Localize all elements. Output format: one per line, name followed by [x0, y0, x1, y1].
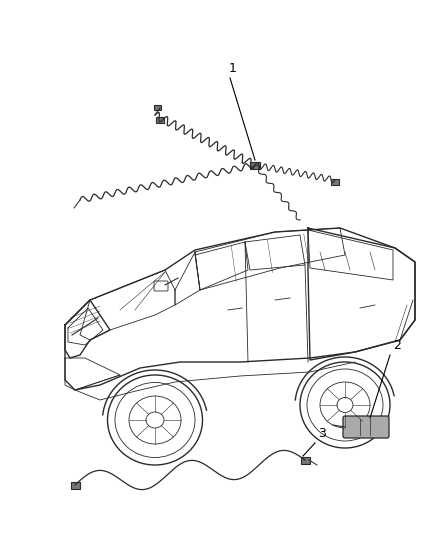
FancyBboxPatch shape: [343, 416, 389, 438]
Text: 1: 1: [229, 62, 237, 75]
Text: 3: 3: [318, 427, 326, 440]
Bar: [153, 104, 160, 109]
Bar: [300, 456, 310, 464]
Bar: [331, 179, 339, 185]
Bar: [156, 117, 164, 123]
Bar: [71, 481, 80, 489]
Bar: [250, 161, 260, 168]
Text: 2: 2: [393, 339, 401, 352]
